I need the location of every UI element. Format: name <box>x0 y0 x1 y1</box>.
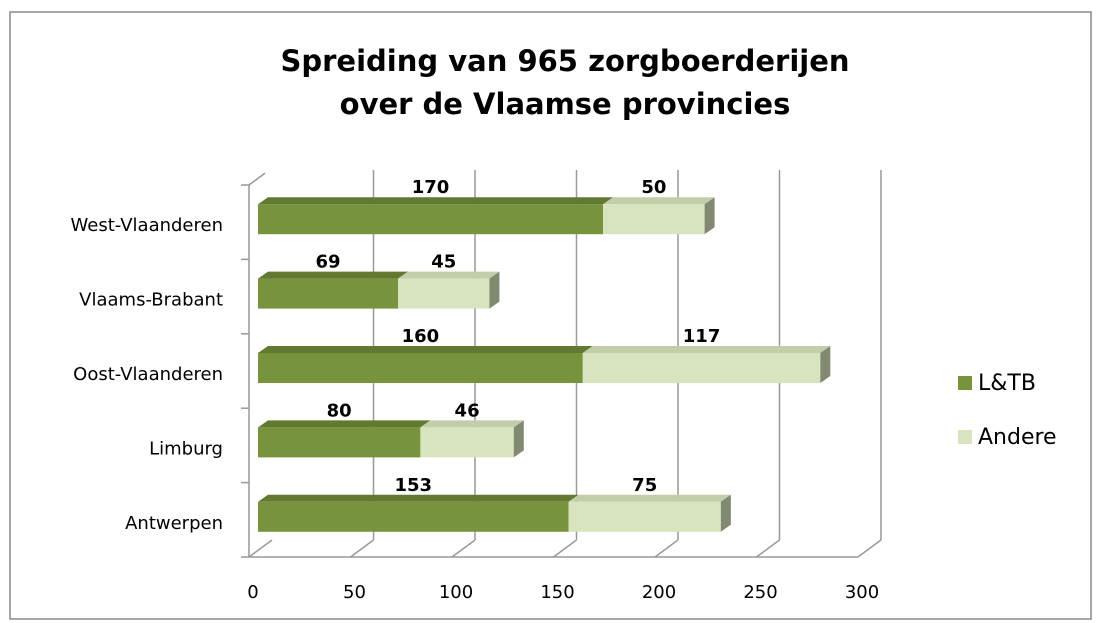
bar <box>603 204 705 235</box>
data-label: 117 <box>683 326 721 347</box>
bar <box>568 501 721 532</box>
data-label: 160 <box>402 326 440 347</box>
bar-side <box>720 494 731 532</box>
bar-top <box>398 271 500 279</box>
bar-top <box>582 346 831 353</box>
floor-line <box>553 539 577 558</box>
y-tick-label: Limburg <box>149 438 223 459</box>
floor-line <box>248 539 273 558</box>
data-label: 45 <box>431 252 456 273</box>
x-tick-label: 300 <box>845 582 879 603</box>
data-label: 46 <box>455 400 480 421</box>
bar-top <box>258 494 579 502</box>
data-label: 75 <box>632 475 657 496</box>
bar <box>258 204 604 235</box>
data-label: 170 <box>412 177 450 198</box>
floor-line <box>654 539 679 558</box>
y-tick-label: Vlaams-Brabant <box>79 290 223 311</box>
x-tick-label: 150 <box>540 582 574 603</box>
data-label: 80 <box>327 400 352 421</box>
y-tick-label: West-Vlaanderen <box>71 215 223 236</box>
x-tick-label: 250 <box>743 582 777 603</box>
bar-side <box>489 271 500 309</box>
bar-top <box>258 346 593 353</box>
bar-top <box>603 197 715 205</box>
bar-top <box>568 494 731 502</box>
x-tick-label: 200 <box>642 582 676 603</box>
data-label: 153 <box>395 475 433 496</box>
floor-line <box>451 539 476 558</box>
bar-side <box>820 346 831 383</box>
chart-title: Spreiding van 965 zorgboerderijen over d… <box>280 44 850 121</box>
x-tick-label: 50 <box>343 582 366 603</box>
y-tick-label: Oost-Vlaanderen <box>73 364 223 385</box>
bar <box>398 278 490 309</box>
floor-line <box>857 539 882 558</box>
bar <box>258 501 569 532</box>
x-tick-label: 100 <box>439 582 473 603</box>
x-tick-label: 0 <box>247 582 258 603</box>
bar <box>258 278 399 309</box>
y-tick-label: Antwerpen <box>125 513 223 534</box>
bar-top <box>258 420 431 428</box>
legend-swatch <box>958 430 972 444</box>
bar-top <box>258 271 409 279</box>
legend-label: L&TB <box>978 371 1036 396</box>
wall-edge <box>248 172 266 186</box>
floor-line <box>756 539 780 558</box>
legend-swatch <box>958 376 972 390</box>
bar <box>258 427 421 458</box>
bar <box>582 353 821 383</box>
bar-side <box>513 420 524 458</box>
legend-label: Andere <box>978 425 1057 450</box>
bar <box>258 353 583 383</box>
bar <box>420 427 514 458</box>
data-label: 69 <box>316 252 341 273</box>
floor-line <box>350 539 374 558</box>
data-label: 50 <box>641 177 666 198</box>
bar-side <box>704 197 715 235</box>
bar-top <box>258 197 614 205</box>
bar-top <box>420 420 524 428</box>
